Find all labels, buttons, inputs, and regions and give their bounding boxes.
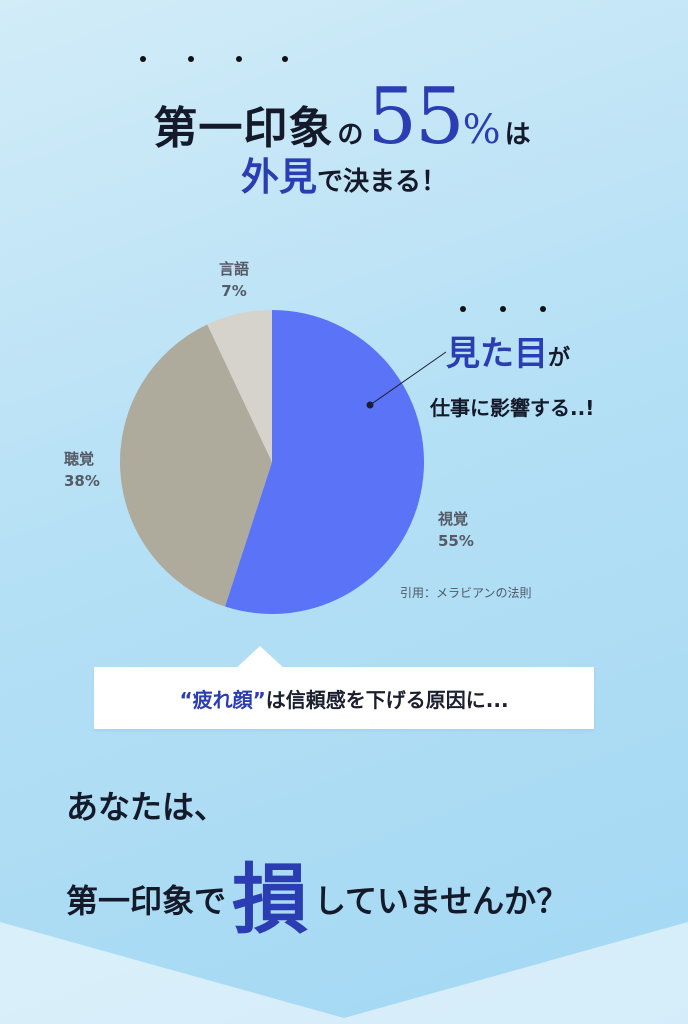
callout-line1: 見た目が [446, 326, 570, 375]
headline-first-impression: 第一印象 [153, 103, 334, 154]
quote-rest: は信頼感を下げる原因に... [265, 687, 509, 712]
quote-open: “ [179, 687, 193, 712]
pie-slice-visual [225, 310, 424, 615]
pie-label-language: 言語 7% [219, 258, 249, 302]
pie-label-visual-pct: 55% [438, 532, 474, 550]
headline-wa: は [504, 120, 531, 150]
quote-box: “疲れ顔”は信頼感を下げる原因に... [94, 667, 594, 729]
headline-percent: % [462, 107, 501, 153]
emphasis-dots [140, 56, 300, 64]
headline-line2: 外見で決まる！ [0, 146, 688, 201]
quote-text: “疲れ顔”は信頼感を下げる原因に... [179, 684, 508, 713]
headline-no: の [337, 120, 364, 150]
pie-slice-language [207, 310, 272, 462]
callout-leader-line [369, 351, 447, 406]
headline-line1: 第一印象 の55% は [0, 72, 688, 162]
pie-label-visual: 視覚 55% [438, 508, 474, 552]
pie-label-auditory: 聴覚 38% [64, 448, 100, 492]
callout-dots [460, 306, 550, 314]
callout-mitame: 見た目 [446, 334, 548, 374]
question-line2-post: していませんか？ [314, 882, 569, 920]
question-line2: 第一印象で損 していませんか？ [66, 838, 568, 948]
quote-box-pointer [234, 646, 286, 670]
callout-leader-dot [366, 401, 374, 409]
headline-appearance: 外見 [240, 154, 317, 199]
headline-decided: で決まる！ [317, 167, 448, 197]
citation: 引用：メラビアンの法則 [400, 586, 532, 600]
pie-label-auditory-pct: 38% [64, 472, 100, 490]
quote-strong: 疲れ顔 [192, 687, 253, 712]
question-line2-big: 損 [232, 855, 309, 944]
quote-close: ” [252, 687, 266, 712]
headline-number: 55 [367, 72, 464, 162]
pie-label-language-name: 言語 [219, 260, 250, 278]
pie-slice-auditory [119, 324, 273, 607]
pie-label-auditory-name: 聴覚 [64, 450, 95, 468]
callout-ga: が [548, 346, 571, 371]
question-line1: あなたは、 [66, 788, 227, 826]
pie-label-visual-name: 視覚 [438, 510, 469, 528]
pie-label-language-pct: 7% [221, 282, 247, 300]
question-line2-pre: 第一印象で [66, 882, 227, 920]
callout-line2: 仕事に影響する..! [430, 396, 595, 420]
